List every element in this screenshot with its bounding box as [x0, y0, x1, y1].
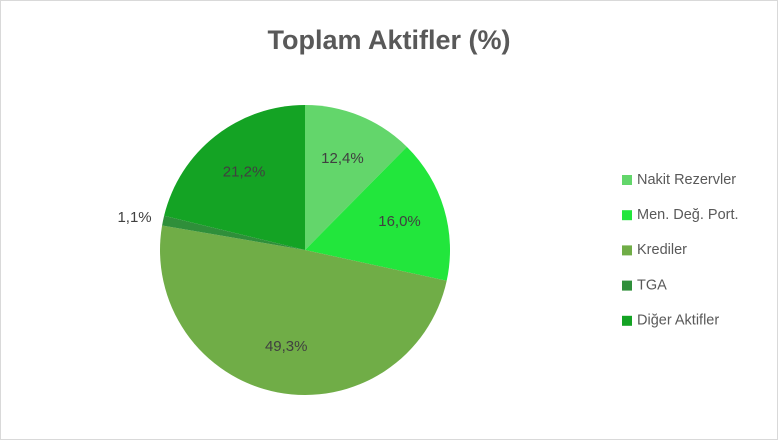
pie-slice: [305, 105, 407, 250]
pie-slice: [159, 225, 447, 396]
legend-swatch: [622, 280, 632, 291]
legend-label: TGA: [637, 277, 667, 293]
legend-label: Men. Değ. Port.: [637, 207, 739, 223]
data-label: 12,4%: [321, 150, 364, 167]
legend-swatch: [622, 175, 632, 185]
legend-label: Nakit Rezervler: [637, 172, 736, 188]
pie-slice: [162, 215, 305, 250]
chart-title: Toplam Aktifler (%): [267, 25, 510, 55]
data-label: 49,3%: [265, 338, 308, 355]
data-label: 1,1%: [117, 209, 151, 226]
pie-slice: [164, 105, 305, 250]
legend-label: Diğer Aktifler: [637, 313, 719, 329]
legend-swatch: [622, 245, 632, 256]
data-label: 21,2%: [223, 163, 266, 180]
data-label: 16,0%: [378, 213, 421, 230]
legend-swatch: [622, 315, 632, 326]
pie-slice: [305, 146, 450, 281]
legend-swatch: [622, 210, 632, 221]
legend-label: Krediler: [637, 242, 687, 258]
